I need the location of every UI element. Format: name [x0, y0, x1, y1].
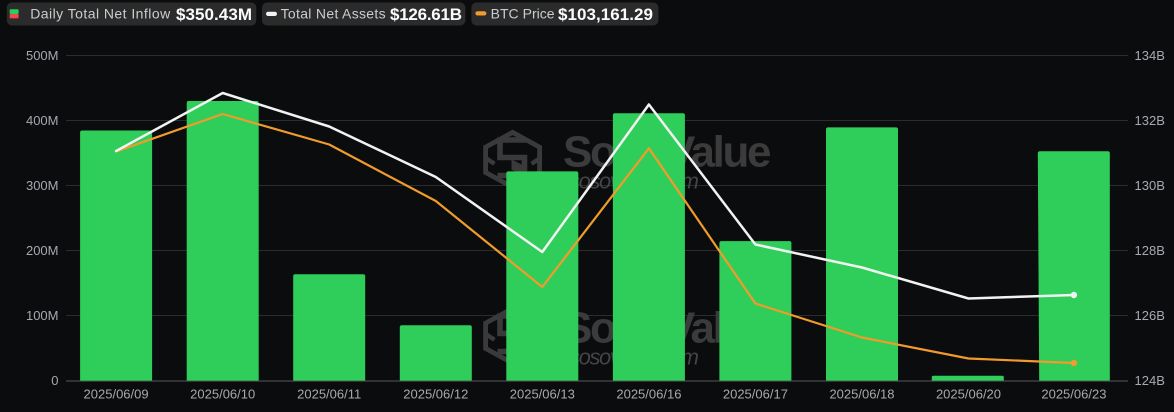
svg-text:0: 0: [51, 373, 58, 388]
svg-text:2025/06/16: 2025/06/16: [616, 387, 681, 402]
svg-text:124B: 124B: [1135, 373, 1165, 388]
svg-text:130B: 130B: [1135, 178, 1165, 193]
svg-text:100M: 100M: [26, 308, 59, 323]
svg-text:134B: 134B: [1135, 48, 1165, 63]
svg-text:2025/06/20: 2025/06/20: [936, 387, 1001, 402]
svg-text:$350.43M: $350.43M: [176, 5, 252, 24]
svg-text:400M: 400M: [26, 113, 59, 128]
svg-text:BTC Price: BTC Price: [491, 6, 555, 22]
svg-text:2025/06/12: 2025/06/12: [403, 387, 468, 402]
svg-text:$126.61B: $126.61B: [390, 5, 462, 24]
svg-text:300M: 300M: [26, 178, 59, 193]
svg-text:Daily Total Net Inflow: Daily Total Net Inflow: [30, 6, 171, 22]
svg-text:128B: 128B: [1135, 243, 1165, 258]
svg-text:2025/06/13: 2025/06/13: [510, 387, 575, 402]
svg-text:200M: 200M: [26, 243, 59, 258]
svg-text:132B: 132B: [1135, 113, 1165, 128]
svg-text:2025/06/18: 2025/06/18: [829, 387, 894, 402]
svg-text:500M: 500M: [26, 48, 59, 63]
svg-text:Total Net Assets: Total Net Assets: [281, 6, 386, 22]
svg-text:2025/06/11: 2025/06/11: [297, 387, 361, 402]
svg-text:126B: 126B: [1135, 308, 1165, 323]
svg-text:2025/06/17: 2025/06/17: [723, 387, 788, 402]
svg-text:$103,161.29: $103,161.29: [558, 5, 653, 24]
svg-text:2025/06/09: 2025/06/09: [84, 387, 149, 402]
svg-text:2025/06/10: 2025/06/10: [190, 387, 255, 402]
svg-text:2025/06/23: 2025/06/23: [1041, 387, 1106, 402]
